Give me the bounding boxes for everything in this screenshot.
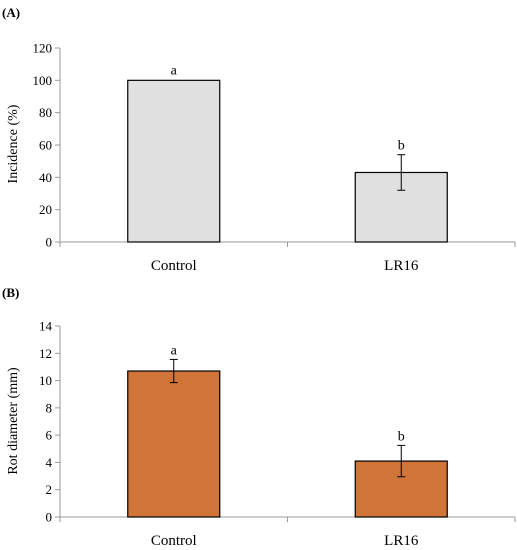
y-tick-label: 0: [46, 235, 53, 250]
bars-group: ab: [127, 63, 448, 243]
y-tick-label: 12: [39, 346, 52, 361]
axes: 0 20 40 60 80 100 120 Control LR16: [33, 41, 516, 274]
panel-label: (B): [2, 285, 19, 300]
significance-label: b: [398, 139, 405, 154]
x-tick-label: LR16: [384, 258, 419, 274]
x-tick-label: Control: [151, 258, 197, 274]
y-tick-label: 0: [46, 510, 53, 525]
significance-label: a: [171, 63, 178, 78]
significance-label: a: [171, 343, 178, 358]
bars-group: ab: [127, 343, 448, 518]
y-tick-label: 8: [46, 400, 53, 415]
x-tick-label: LR16: [384, 533, 419, 549]
bar-control: [127, 79, 221, 243]
y-axis-title: Rot diameter (mm): [6, 367, 21, 475]
y-tick-label: 6: [46, 428, 53, 443]
x-tick-label: Control: [151, 533, 197, 549]
y-tick-label: 80: [39, 105, 52, 120]
y-tick-label: 120: [33, 41, 53, 56]
panel-a: (A) Incidence (%) 0 20 40 60 80 100 120 Control…: [2, 5, 516, 274]
bar-control: [127, 370, 221, 518]
y-axis-title: Incidence (%): [6, 104, 21, 183]
y-tick-label: 20: [39, 202, 52, 217]
y-tick-label: 100: [33, 73, 53, 88]
y-tick-label: 4: [46, 455, 53, 470]
y-tick-label: 2: [46, 482, 53, 497]
y-tick-label: 10: [39, 373, 52, 388]
y-tick-label: 14: [39, 319, 53, 334]
y-tick-label: 40: [39, 170, 52, 185]
panel-b: (B) Rot diameter (mm) 0 2 4 6 8 10 12 14 Control…: [2, 285, 516, 549]
y-tick-label: 60: [39, 138, 52, 153]
significance-label: b: [398, 429, 405, 444]
panel-label: (A): [2, 5, 20, 20]
